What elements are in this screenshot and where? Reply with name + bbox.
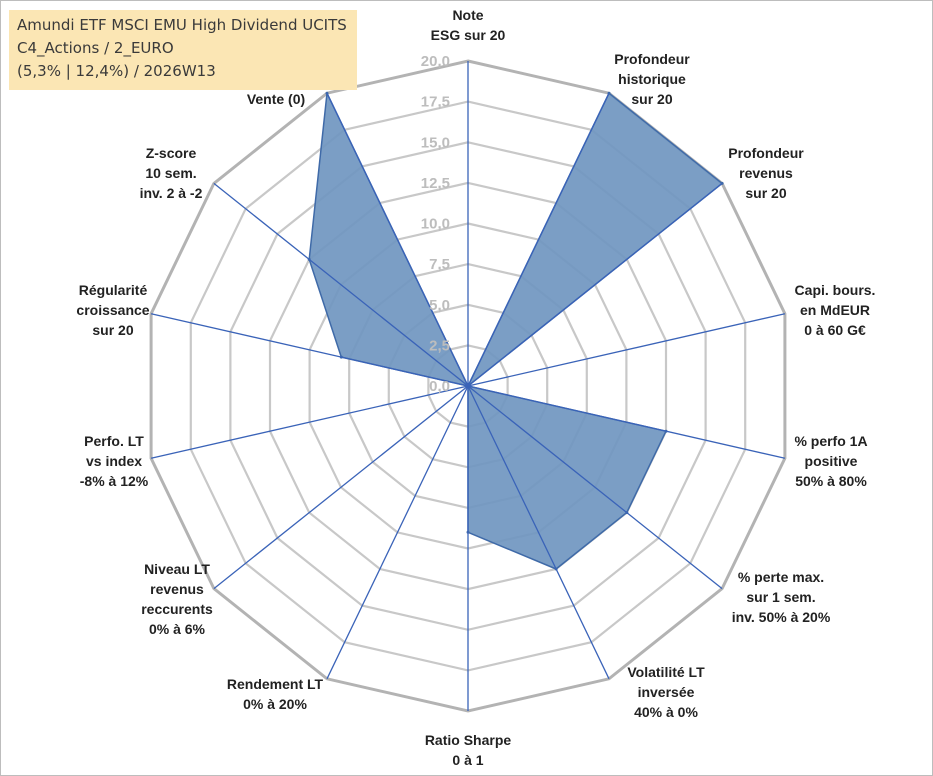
axis-label-line: 40% à 0% [634, 704, 698, 720]
axis-label-line: en MdEUR [800, 302, 870, 318]
chart-header: Amundi ETF MSCI EMU High Dividend UCITS … [9, 10, 357, 90]
axis-label-line: Profondeur [728, 145, 804, 161]
axis-label-line: 0 à 1 [452, 752, 483, 768]
axis-label-line: sur 20 [745, 185, 786, 201]
axis-label-line: % perte max. [738, 569, 824, 585]
tick-label: 5,0 [429, 297, 450, 314]
tick-label: 12,5 [421, 175, 450, 192]
axis-label: Régularité croissance sur 20 [76, 282, 149, 338]
axis-label-line: 0% à 20% [243, 696, 307, 712]
axis-label-line: Vente (0) [247, 91, 305, 107]
axis-label: Perfo. LT vs index -8% à 12% [80, 433, 149, 489]
axis-label: % perte max. sur 1 sem. inv. 50% à 20% [732, 569, 831, 625]
axis-label-line: Niveau LT [144, 561, 210, 577]
axis-label-line: 0 à 60 G€ [804, 322, 866, 338]
tick-label: 2,5 [429, 337, 450, 354]
tick-label: 15,0 [421, 134, 450, 151]
axis-label-line: % perfo 1A [794, 433, 867, 449]
axis-label-line: revenus [739, 165, 793, 181]
tick-label: 20,0 [421, 53, 450, 70]
axis-label: Niveau LT revenus reccurents 0% à 6% [141, 561, 213, 637]
axis-label-line: 0% à 6% [149, 621, 206, 637]
axis-spoke [150, 385, 469, 459]
axis-label-line: ESG sur 20 [431, 27, 506, 43]
axis-label: Rendement LT 0% à 20% [227, 676, 324, 712]
fund-stats: (5,3% | 12,4%) / 2026W13 [17, 62, 216, 80]
axis-label-line: inv. 2 à -2 [140, 185, 203, 201]
axis-label-line: Profondeur [614, 51, 690, 67]
axis-label-line: Note [452, 7, 483, 23]
axis-label: Volatilité LT inversée 40% à 0% [627, 664, 705, 720]
axis-label-line: Z-score [146, 145, 197, 161]
axis-spoke [213, 385, 469, 590]
axis-spoke [467, 182, 723, 387]
axis-labels: Note ESG sur 20 Profondeur historique sur 20… [76, 7, 875, 768]
axis-spoke [213, 182, 469, 387]
tick-label: 17,5 [421, 94, 450, 111]
tick-label: 0,0 [429, 378, 450, 395]
axis-label-line: Capi. bours. [795, 282, 876, 298]
axis-label: Note ESG sur 20 [431, 7, 506, 43]
fund-category: C4_Actions / 2_EURO [17, 39, 174, 57]
axis-label-line: sur 1 sem. [746, 589, 815, 605]
axis-label-line: croissance [76, 302, 149, 318]
axis-label: Ratio Sharpe 0 à 1 [425, 732, 512, 768]
axis-label-line: positive [805, 453, 858, 469]
tick-label: 10,0 [421, 216, 450, 233]
axis-label: Z-score 10 sem. inv. 2 à -2 [140, 145, 203, 201]
axis-spoke [326, 385, 469, 680]
fund-name: Amundi ETF MSCI EMU High Dividend UCITS [17, 16, 347, 34]
axis-label: Profondeur historique sur 20 [614, 51, 690, 107]
axis-spoke [150, 313, 469, 387]
axis-label-line: inversée [638, 684, 695, 700]
axis-label-line: -8% à 12% [80, 473, 149, 489]
axis-label-line: Rendement LT [227, 676, 324, 692]
axis-label-line: reccurents [141, 601, 213, 617]
axis-label-line: Volatilité LT [627, 664, 705, 680]
radial-tick-labels: 0,0 2,5 5,0 7,5 10,0 12,5 15,0 17,5 20,0 [421, 53, 450, 395]
tick-label: 7,5 [429, 256, 450, 273]
axis-label-line: Perfo. LT [84, 433, 144, 449]
axis-label: Capi. bours. en MdEUR 0 à 60 G€ [795, 282, 876, 338]
axis-spoke [467, 92, 610, 387]
axis-spoke [467, 385, 786, 459]
axis-label-line: revenus [150, 581, 204, 597]
axis-label: Profondeur revenus sur 20 [728, 145, 804, 201]
radar-spokes [150, 61, 786, 711]
axis-label-line: sur 20 [92, 322, 133, 338]
axis-spoke [467, 385, 610, 680]
axis-label-line: sur 20 [631, 91, 672, 107]
axis-label: % perfo 1A positive 50% à 80% [794, 433, 867, 489]
axis-label-line: Régularité [79, 282, 148, 298]
axis-spoke [467, 313, 786, 387]
axis-spoke [467, 385, 723, 590]
axis-label-line: 10 sem. [145, 165, 196, 181]
axis-label-line: 50% à 80% [795, 473, 867, 489]
axis-label-line: Ratio Sharpe [425, 732, 512, 748]
axis-label-line: historique [618, 71, 686, 87]
axis-label-line: inv. 50% à 20% [732, 609, 831, 625]
axis-label-line: vs index [86, 453, 142, 469]
axis-spoke [326, 92, 469, 387]
